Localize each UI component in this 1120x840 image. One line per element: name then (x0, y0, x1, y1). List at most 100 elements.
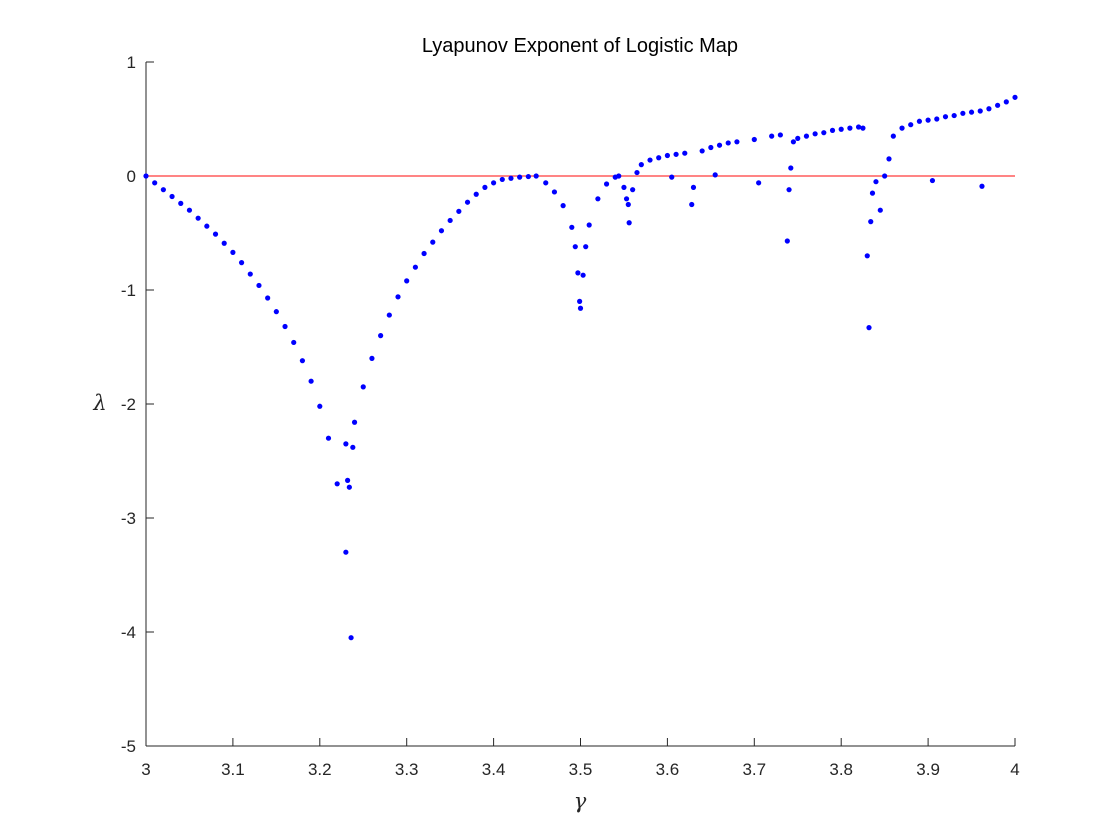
data-point (603, 181, 610, 187)
data-point (575, 270, 581, 276)
data-point (623, 196, 630, 202)
data-point (343, 549, 349, 555)
data-point (638, 162, 644, 168)
data-point (577, 305, 584, 311)
data-point (350, 444, 356, 450)
data-point (656, 155, 662, 161)
data-point (788, 165, 794, 171)
data-point (860, 125, 866, 131)
data-point (838, 126, 844, 132)
data-point (1012, 94, 1018, 100)
data-point (877, 207, 883, 213)
data-point (977, 108, 983, 114)
data-point (369, 355, 375, 361)
data-point (995, 102, 1001, 108)
data-point (152, 180, 158, 186)
data-point (404, 278, 410, 284)
data-point (873, 179, 879, 185)
data-point (669, 174, 675, 180)
data-point (756, 180, 762, 186)
data-point (543, 180, 549, 186)
data-point (346, 484, 352, 490)
data-point (195, 215, 201, 221)
data-point (482, 184, 488, 190)
y-tick-label: -2 (121, 395, 136, 414)
plot-area: 3 3.1 3.2 3.3 3.4 3.5 3.6 3.7 3.8 3.9 4 1 0 -1 -2 -3 -4 -… (121, 53, 1020, 779)
data-point (421, 250, 427, 257)
data-point (634, 169, 640, 176)
data-point (395, 294, 401, 300)
data-point (786, 187, 792, 193)
data-point (430, 239, 436, 245)
data-point (899, 125, 905, 131)
data-point (960, 110, 966, 116)
data-point (143, 173, 149, 179)
data-point (864, 253, 870, 259)
data-point (803, 133, 810, 139)
data-point (690, 184, 697, 190)
y-tick-label: 0 (127, 167, 136, 186)
data-point (979, 183, 985, 189)
data-point (1003, 99, 1009, 105)
data-point (386, 312, 392, 318)
data-point (569, 224, 575, 230)
chart-title: Lyapunov Exponent of Logistic Map (422, 35, 738, 57)
data-point (456, 208, 462, 214)
data-point (212, 231, 219, 237)
data-point (812, 131, 818, 137)
data-point (178, 200, 184, 206)
data-point (869, 190, 876, 196)
x-tick-label: 3.2 (308, 760, 332, 779)
x-tick-label: 3.9 (916, 760, 940, 779)
data-point (517, 174, 523, 180)
data-point (560, 203, 566, 209)
data-point (351, 419, 358, 425)
data-point (343, 441, 349, 447)
data-point (682, 150, 688, 156)
data-point (716, 142, 723, 148)
data-point (916, 118, 923, 124)
data-point (925, 117, 931, 123)
data-point (986, 106, 992, 112)
data-point (204, 223, 210, 229)
y-tick-label: -1 (121, 281, 136, 300)
data-point (169, 193, 175, 200)
data-point (868, 219, 874, 225)
data-point (647, 157, 653, 163)
data-point (725, 140, 731, 146)
data-point (673, 151, 679, 157)
data-point (664, 152, 671, 159)
data-point (855, 124, 862, 130)
data-point (533, 173, 539, 179)
x-axis-label: γ (574, 789, 587, 813)
data-point (586, 222, 592, 228)
x-tick-label: 3.7 (742, 760, 766, 779)
data-point (499, 176, 505, 183)
data-point (473, 191, 479, 197)
data-point (508, 175, 514, 181)
data-point (699, 148, 705, 154)
data-point (345, 477, 351, 483)
data-point (580, 272, 586, 278)
x-tick-label: 3.5 (569, 760, 593, 779)
data-point (689, 201, 695, 208)
data-point (464, 199, 471, 205)
data-point (942, 114, 949, 120)
x-tick-label: 3.3 (395, 760, 419, 779)
data-point (784, 238, 790, 244)
data-point (630, 187, 636, 193)
x-tick-label: 3 (141, 760, 150, 779)
data-point (299, 358, 306, 364)
data-point (769, 133, 775, 139)
data-point (712, 172, 718, 178)
data-point (438, 228, 445, 234)
y-tick-label: -4 (121, 623, 136, 642)
data-point (777, 132, 783, 138)
data-point (595, 196, 601, 202)
data-point (708, 144, 714, 151)
data-point (412, 264, 418, 270)
data-point (908, 122, 914, 128)
data-point (291, 339, 297, 346)
data-point (221, 240, 227, 246)
